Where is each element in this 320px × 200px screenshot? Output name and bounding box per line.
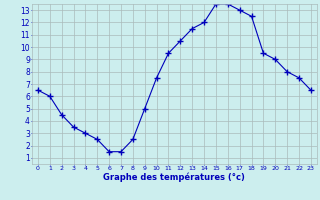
X-axis label: Graphe des températures (°c): Graphe des températures (°c) bbox=[103, 172, 245, 182]
